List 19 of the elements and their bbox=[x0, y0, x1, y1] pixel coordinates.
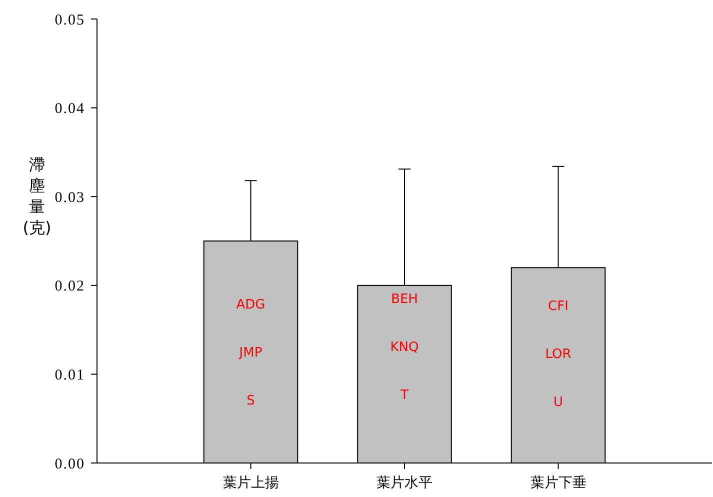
x-tick-label: 葉片下垂 bbox=[530, 475, 586, 491]
y-tick-label: 0.03 bbox=[54, 190, 85, 206]
annotation: JMP bbox=[238, 346, 262, 361]
annotation: ADG bbox=[236, 298, 266, 313]
y-tick-label: 0.02 bbox=[54, 278, 85, 295]
y-axis-title: 滯塵量(克) bbox=[22, 155, 52, 237]
y-tick-label: 0.05 bbox=[54, 12, 85, 28]
annotation: LOR bbox=[545, 346, 572, 362]
annotation: U bbox=[553, 394, 564, 410]
y-tick-label: 0.01 bbox=[54, 367, 85, 384]
annotation: S bbox=[246, 394, 255, 409]
y-tick-label: 0.04 bbox=[54, 101, 85, 118]
annotation: T bbox=[400, 388, 409, 403]
annotation: CFI bbox=[548, 298, 568, 314]
y-tick-label: 0.00 bbox=[54, 456, 85, 472]
annotation: BEH bbox=[391, 292, 418, 307]
x-tick-label: 葉片上揚 bbox=[222, 475, 279, 491]
annotation: KNQ bbox=[390, 340, 419, 355]
x-tick-label: 葉片水平 bbox=[376, 475, 432, 491]
